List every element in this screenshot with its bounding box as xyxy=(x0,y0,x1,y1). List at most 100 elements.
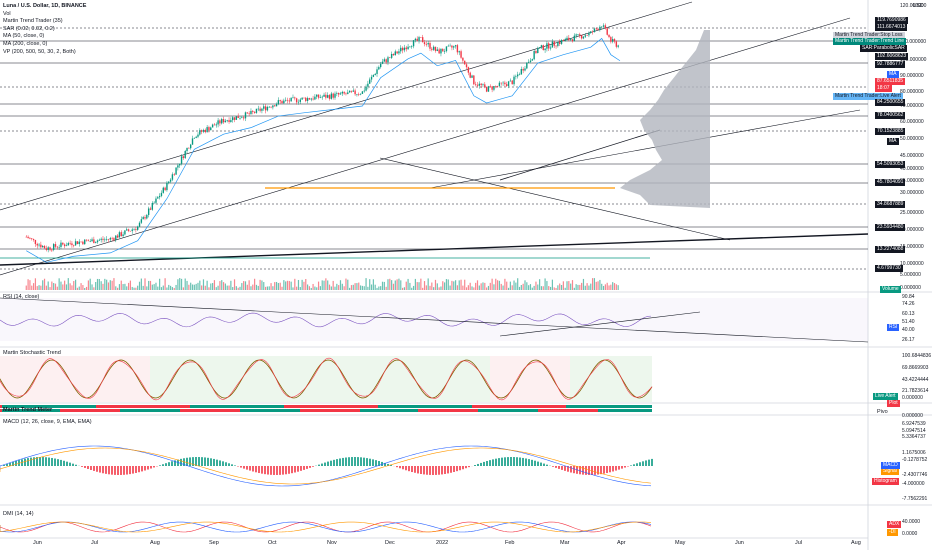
trend-meter-cell xyxy=(310,405,312,408)
trend-meter-cell xyxy=(414,405,416,408)
trend-meter-cell xyxy=(360,409,362,412)
candle-body xyxy=(94,242,97,244)
macd-histogram-bar xyxy=(24,458,26,466)
candle-body xyxy=(45,248,48,250)
trend-meter-cell xyxy=(86,405,88,408)
trend-meter-cell xyxy=(420,405,422,408)
trend-meter-title[interactable]: Martin Trend Meter xyxy=(3,407,53,413)
trend-meter-cell xyxy=(322,405,324,408)
legend-volume[interactable]: Vol xyxy=(3,10,11,17)
trend-meter-cell xyxy=(210,409,212,412)
trend-meter-cell xyxy=(436,409,438,412)
time-axis-label: Sep xyxy=(209,540,219,546)
trend-meter-cell xyxy=(298,405,300,408)
trend-meter-cell xyxy=(14,409,16,412)
rsi-line xyxy=(0,312,652,328)
legend-volume-profile[interactable]: VP (200, 500, 50, 30, 2, Both) xyxy=(3,48,76,55)
volume-bar xyxy=(78,286,80,290)
candle-body xyxy=(109,238,112,240)
candle-body xyxy=(542,45,544,51)
macd-histogram-bar xyxy=(345,457,347,466)
macd-histogram-bar xyxy=(279,466,281,475)
volume-bar xyxy=(582,278,585,290)
rsi-title[interactable]: RSI (14, close) xyxy=(3,294,40,300)
volume-bar xyxy=(513,280,515,290)
macd-histogram-bar xyxy=(309,466,311,468)
candle-body xyxy=(361,91,364,94)
trend-meter-cell xyxy=(124,405,126,408)
macd-title[interactable]: MACD (12, 26, close, 9, EMA, EMA) xyxy=(3,419,92,425)
volume-bar xyxy=(266,286,269,290)
macd-histogram-bar xyxy=(558,466,560,469)
trend-meter-cell xyxy=(142,409,144,412)
trend-meter-cell xyxy=(244,409,246,412)
candle-body xyxy=(257,108,259,110)
candle-body xyxy=(617,45,619,47)
volume-bar xyxy=(356,283,358,290)
trend-meter-cell xyxy=(276,405,278,408)
macd-histogram-bar xyxy=(120,466,122,475)
price-tag: 78.0400562 xyxy=(875,112,906,119)
legend-sar[interactable]: SAR (0.02, 0.02, 0.2) xyxy=(3,25,55,32)
volume-bar xyxy=(590,283,592,290)
macd-histogram-bar xyxy=(486,460,488,466)
stoch-title[interactable]: Martin Stochastic Trend xyxy=(3,350,61,356)
long-trendline xyxy=(0,233,869,266)
trend-meter-cell xyxy=(268,405,270,408)
trend-meter-cell xyxy=(544,409,546,412)
volume-bar xyxy=(588,285,590,290)
trend-meter-cell xyxy=(294,409,296,412)
trend-meter-cell xyxy=(8,405,10,408)
price-tag: SAR:ParabolicSAR xyxy=(860,45,907,52)
trend-meter-cell xyxy=(632,409,634,412)
legend-martin-trend-trader[interactable]: Martin Trend Trader (35) xyxy=(3,18,63,25)
trend-meter-cell xyxy=(12,405,14,408)
trend-meter-cell xyxy=(382,409,384,412)
trend-meter-cell xyxy=(418,409,420,412)
volume-bar xyxy=(221,280,223,290)
volume-bar xyxy=(252,284,254,290)
trend-meter-cell xyxy=(428,405,430,408)
candle-body xyxy=(111,238,113,239)
trend-meter-cell xyxy=(306,405,308,408)
trend-meter-cell xyxy=(498,405,500,408)
candle-body xyxy=(516,74,519,77)
trend-meter-cell xyxy=(380,405,382,408)
volume-bar xyxy=(347,279,349,290)
macd-histogram-bar xyxy=(624,466,626,468)
volume-bar xyxy=(473,287,475,290)
volume-bar xyxy=(555,287,557,290)
macd-histogram-bar xyxy=(651,458,653,466)
macd-histogram-bar xyxy=(288,466,290,474)
trend-meter-cell xyxy=(104,409,106,412)
trend-meter-cell xyxy=(358,405,360,408)
trend-meter-cell xyxy=(482,405,484,408)
trend-meter-cell xyxy=(42,409,44,412)
dmi-title[interactable]: DMI (14, 14) xyxy=(3,511,34,517)
candle-body xyxy=(138,222,141,227)
trend-meter-cell xyxy=(148,409,150,412)
price-tag: 102.6068623 xyxy=(875,53,909,60)
trend-meter-cell xyxy=(410,409,412,412)
time-axis-label: Jul xyxy=(795,540,803,546)
macd-histogram-bar xyxy=(153,466,155,468)
trend-meter-cell xyxy=(144,405,146,408)
trend-meter-cell xyxy=(248,409,250,412)
trend-meter-cell xyxy=(340,405,342,408)
trend-meter-cell xyxy=(186,409,188,412)
volume-bar xyxy=(120,280,122,290)
candle-body xyxy=(197,134,199,137)
macd-histogram-bar xyxy=(417,466,419,474)
trend-meter-cell xyxy=(64,405,66,408)
trend-meter-cell xyxy=(600,405,602,408)
trend-meter-cell xyxy=(198,409,200,412)
legend-ma200[interactable]: MA (200, close, 0) xyxy=(3,40,48,47)
volume-bar xyxy=(126,286,128,290)
legend-ma50[interactable]: MA (50, close, 0) xyxy=(3,33,45,40)
currency-label[interactable]: USD xyxy=(913,3,924,9)
volume-bar xyxy=(464,279,466,290)
macd-histogram-bar xyxy=(630,465,632,466)
trend-meter-cell xyxy=(600,409,602,412)
trend-meter-cell xyxy=(122,409,124,412)
